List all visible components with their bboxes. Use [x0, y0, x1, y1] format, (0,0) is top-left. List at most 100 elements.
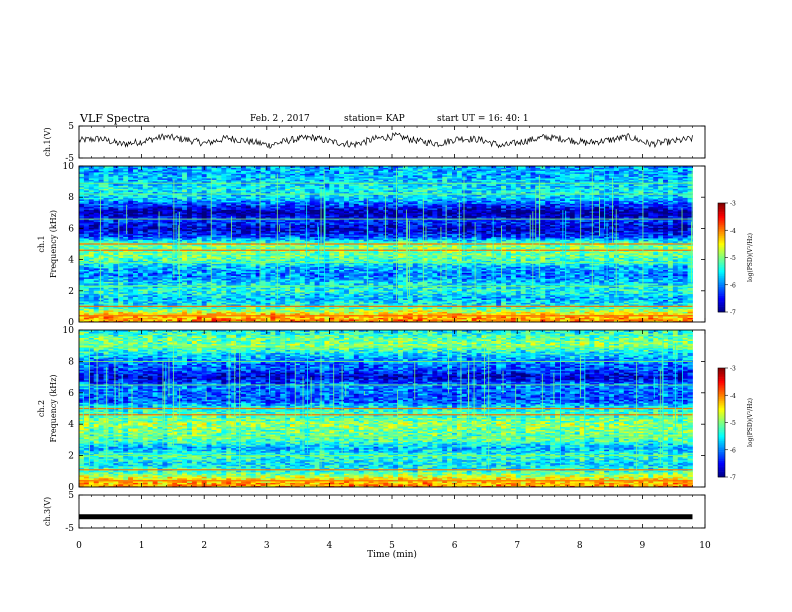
spectrogram-cell [206, 284, 212, 287]
spectrogram-cell [437, 298, 443, 300]
spectrogram-cell [520, 317, 527, 320]
spectrogram-cell [353, 292, 360, 294]
spectrogram-cell [466, 316, 473, 318]
spectrogram-cell [653, 290, 659, 293]
spectrogram-cell [216, 298, 222, 300]
spectrogram-cell [245, 299, 252, 302]
spectrogram-cell [299, 280, 306, 282]
spectrogram-cell [648, 307, 654, 309]
spectrogram-cell [623, 283, 630, 285]
spectrogram-cell [599, 311, 605, 314]
spectrogram-cell [270, 280, 276, 282]
spectrogram-cell [290, 313, 296, 315]
spectrogram-cell [118, 319, 124, 321]
spectrogram-cell [196, 286, 203, 288]
spectrogram-cell [609, 307, 615, 309]
spectrogram-cell [545, 320, 551, 323]
spectrogram-cell [172, 319, 178, 321]
spectrogram-cell [579, 308, 585, 311]
spectrogram-cell [368, 308, 374, 311]
spectrogram-cell [309, 280, 315, 282]
spectrogram-cell [437, 280, 443, 282]
spectrogram-cell [466, 320, 473, 323]
spectrogram-cell [353, 301, 360, 303]
spectrogram-cell [196, 308, 203, 311]
spectrogram-cell [221, 293, 227, 296]
spectrogram-cell [510, 307, 517, 309]
spectrogram-cell [555, 284, 561, 287]
spectrogram-cell [142, 292, 149, 294]
spectrogram-cell [471, 313, 477, 315]
spectrogram-cell [496, 295, 502, 297]
spectrogram-cell [471, 316, 477, 318]
spectrogram-cell [672, 278, 679, 281]
spectrogram-cell [520, 281, 527, 284]
spectrogram-cell [79, 298, 85, 300]
spectrogram-cell [584, 307, 590, 309]
spectrogram-cell [93, 286, 100, 288]
spectrogram-cell [486, 319, 492, 321]
spectrogram-cell [594, 289, 600, 291]
spectrogram-cell [93, 311, 100, 314]
spectrogram-cell [447, 311, 453, 314]
spectrogram-cell [442, 277, 448, 279]
spectrogram-cell [334, 319, 340, 321]
spectrogram-cell [663, 308, 669, 311]
spectrogram-cell [682, 311, 688, 314]
spectrogram-cell [432, 280, 438, 282]
spectrogram-cell [569, 289, 576, 291]
spectrogram-cell [550, 296, 556, 299]
spectrogram-cell [505, 296, 512, 299]
spectrogram-cell [658, 304, 664, 306]
spectrogram-cell [672, 313, 679, 315]
spectrogram-cell [422, 319, 428, 321]
spectrogram-cell [137, 278, 144, 281]
spectrogram-cell [452, 293, 458, 296]
spectrogram-cell [540, 281, 546, 284]
spectrogram-cell [368, 283, 374, 285]
spectrogram-cell [353, 293, 360, 296]
spectrogram-cell [285, 299, 291, 302]
spectrogram-cell [201, 299, 208, 302]
spectrogram-cell [407, 290, 414, 293]
spectrogram-cell [250, 289, 257, 291]
spectrogram-cell [667, 283, 674, 285]
spectrogram-cell [270, 302, 276, 305]
spectrogram-cell [177, 283, 183, 285]
spectrogram-cell [623, 280, 630, 282]
spectrogram-cell [83, 292, 90, 294]
spectrogram-cell [672, 307, 679, 309]
spectrogram-cell [128, 316, 134, 318]
spectrogram-cell [201, 308, 208, 311]
spectrogram-cell [471, 311, 477, 314]
spectrogram-cell [98, 308, 104, 311]
spectrogram-cell [123, 299, 129, 302]
spectrogram-cell [437, 304, 443, 306]
spectrogram-cell [152, 289, 158, 291]
spectrogram-cell [653, 302, 659, 305]
spectrogram-cell [638, 286, 644, 288]
spectrogram-cell [79, 287, 85, 290]
spectrogram-cell [515, 278, 522, 281]
spectrogram-cell [304, 283, 311, 285]
spectrogram-cell [481, 292, 487, 294]
spectrogram-cell [461, 295, 468, 297]
spectrogram-cell [142, 293, 149, 296]
spectrogram-cell [412, 289, 419, 291]
spectrogram-cell [628, 284, 634, 287]
spectrogram-cell [157, 295, 163, 297]
spectrogram-cell [667, 290, 674, 293]
spectrogram-cell [260, 284, 266, 287]
spectrogram-cell [427, 277, 433, 279]
spectrogram-cell [319, 284, 325, 287]
spectrogram-cell [471, 281, 477, 284]
spectrogram-cell [618, 293, 625, 296]
spectrogram-cell [373, 302, 379, 305]
spectrogram-cell [437, 286, 443, 288]
spectrogram-cell [275, 293, 281, 296]
spectrogram-cell [231, 296, 237, 299]
spectrogram-cell [388, 286, 394, 288]
spectrogram-cell [496, 284, 502, 287]
spectrogram-cell [427, 304, 433, 306]
spectrogram-cell [663, 296, 669, 299]
